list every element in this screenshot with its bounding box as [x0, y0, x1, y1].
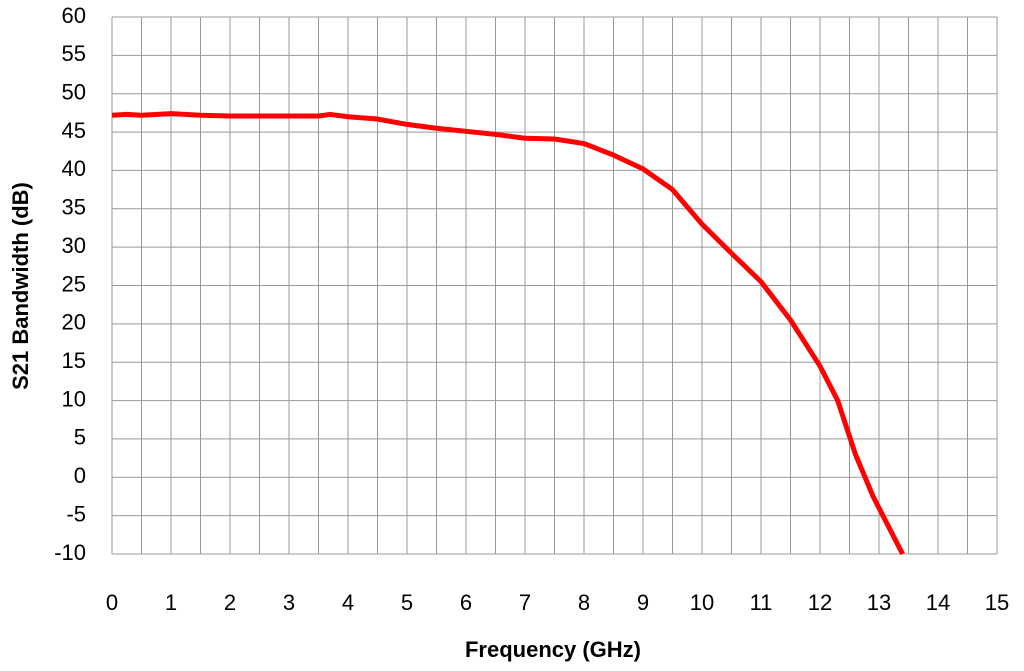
y-tick-label: 45: [62, 118, 86, 143]
y-tick-label: 0: [74, 463, 86, 488]
y-axis-title: S21 Bandwidth (dB): [8, 182, 33, 390]
y-tick-label: 40: [62, 156, 86, 181]
x-tick-label: 9: [637, 590, 649, 615]
y-tick-label: 30: [62, 233, 86, 258]
x-tick-label: 10: [690, 590, 714, 615]
x-tick-label: 0: [106, 590, 118, 615]
data-line: [111, 111, 905, 556]
y-tick-label: 50: [62, 80, 86, 105]
y-tick-label: 60: [62, 3, 86, 28]
y-tick-label: -5: [66, 501, 86, 526]
y-tick-label: 20: [62, 310, 86, 335]
x-tick-label: 13: [867, 590, 891, 615]
x-tick-label: 1: [165, 590, 177, 615]
x-tick-label: 14: [926, 590, 950, 615]
x-tick-label: 4: [342, 590, 354, 615]
x-axis-title: Frequency (GHz): [465, 637, 641, 662]
y-tick-label: 25: [62, 271, 86, 296]
x-tick-label: 8: [578, 590, 590, 615]
x-tick-label: 15: [985, 590, 1009, 615]
x-tick-label: 6: [460, 590, 472, 615]
x-tick-label: 11: [750, 590, 773, 615]
y-tick-label: 55: [62, 41, 86, 66]
x-tick-label: 5: [401, 590, 413, 615]
y-tick-label: 15: [62, 348, 86, 373]
x-tick-label: 3: [283, 590, 295, 615]
y-tick-label: 5: [74, 425, 86, 450]
y-tick-label: -10: [54, 540, 86, 565]
x-tick-label: 7: [519, 590, 531, 615]
x-tick-label: 12: [808, 590, 832, 615]
y-tick-label: 10: [62, 386, 86, 411]
y-tick-label: 35: [62, 195, 86, 220]
x-tick-label: 2: [224, 590, 236, 615]
